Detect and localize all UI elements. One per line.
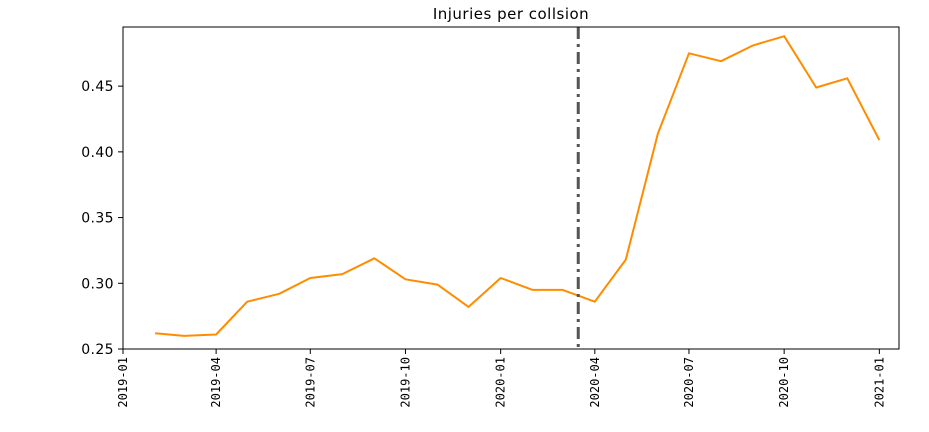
x-tick-label: 2020-10 (777, 357, 791, 408)
x-tick-label: 2020-01 (494, 357, 508, 408)
x-tick-label: 2019-04 (209, 357, 223, 408)
plot-frame (122, 26, 900, 350)
x-tick-label: 2019-10 (398, 357, 412, 408)
y-axis: 0.25 0.30 0.35 0.40 0.45 (81, 79, 123, 358)
x-tick-label: 2020-04 (588, 357, 602, 408)
y-tick-label: 0.35 (81, 211, 114, 227)
x-tick-label: 2019-01 (116, 357, 130, 408)
y-tick-label: 0.45 (81, 79, 114, 95)
y-tick-label: 0.30 (81, 276, 114, 292)
series-line-0 (155, 35, 881, 337)
x-axis: 2019-01 2019-04 2019-07 2019-10 2020-01 2020-… (116, 349, 886, 408)
y-tick-label: 0.25 (81, 342, 114, 358)
chart-title: Injuries per collsion (433, 5, 589, 23)
y-tick-label: 0.40 (81, 145, 114, 161)
x-tick-label: 2021-01 (872, 357, 886, 408)
x-tick-label: 2019-07 (303, 357, 317, 408)
x-tick-label: 2020-07 (682, 357, 696, 408)
plot-area (155, 27, 881, 349)
